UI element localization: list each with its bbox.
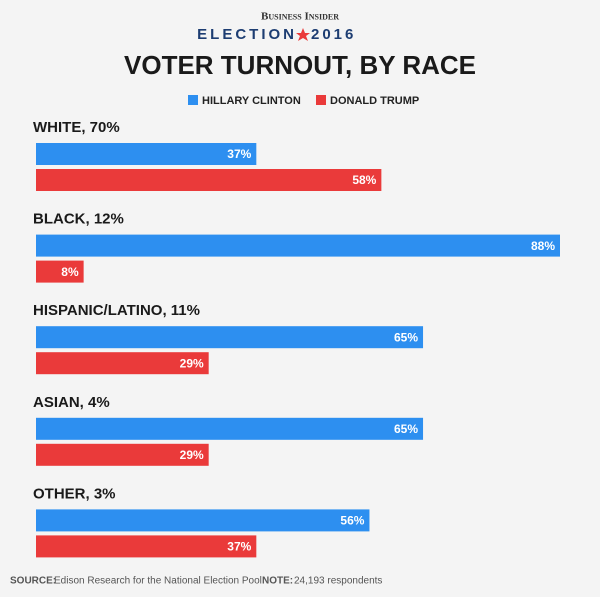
bar [36,326,424,349]
category-label: HISPANIC/LATINO, 11% [33,302,200,319]
value-label: 29% [180,448,204,462]
legend-swatch [188,95,198,105]
category-label: WHITE, 70% [33,119,120,136]
value-label: 88% [531,239,555,253]
value-label: 8% [61,265,79,279]
bar [36,443,209,466]
source: Edison Research for the National Electio… [54,576,262,587]
bar [36,417,424,440]
value-label: 29% [180,356,204,370]
source-label: SOURCE: [10,576,56,587]
bar [36,234,560,257]
category-label: ASIAN, 4% [33,394,110,411]
bar [36,143,257,165]
note-label: NOTE: [262,576,293,587]
chart-title: VOTER TURNOUT, BY RACE [124,50,476,80]
category-label: BLACK, 12% [33,211,124,228]
note: 24,193 respondents [294,576,382,587]
legend-label: HILLARY CLINTON [202,95,301,107]
value-label: 56% [340,514,364,528]
legend: HILLARY CLINTON DONALD TRUMP [188,95,419,107]
legend-label: DONALD TRUMP [330,95,419,107]
election-year: 2016 [311,26,356,43]
value-label: 65% [394,422,418,436]
legend-swatch [316,95,326,105]
star-icon [296,28,310,41]
bar [36,509,370,532]
value-label: 37% [227,147,251,161]
bar [36,535,257,558]
brand: Business Insider [261,11,339,23]
value-label: 65% [394,330,418,344]
bar [36,169,382,191]
value-label: 37% [227,540,251,554]
value-label: 58% [352,173,376,187]
bar [36,352,209,375]
category-label: OTHER, 3% [33,485,116,502]
election-label: ELECTION [197,26,297,43]
bar [36,260,84,283]
